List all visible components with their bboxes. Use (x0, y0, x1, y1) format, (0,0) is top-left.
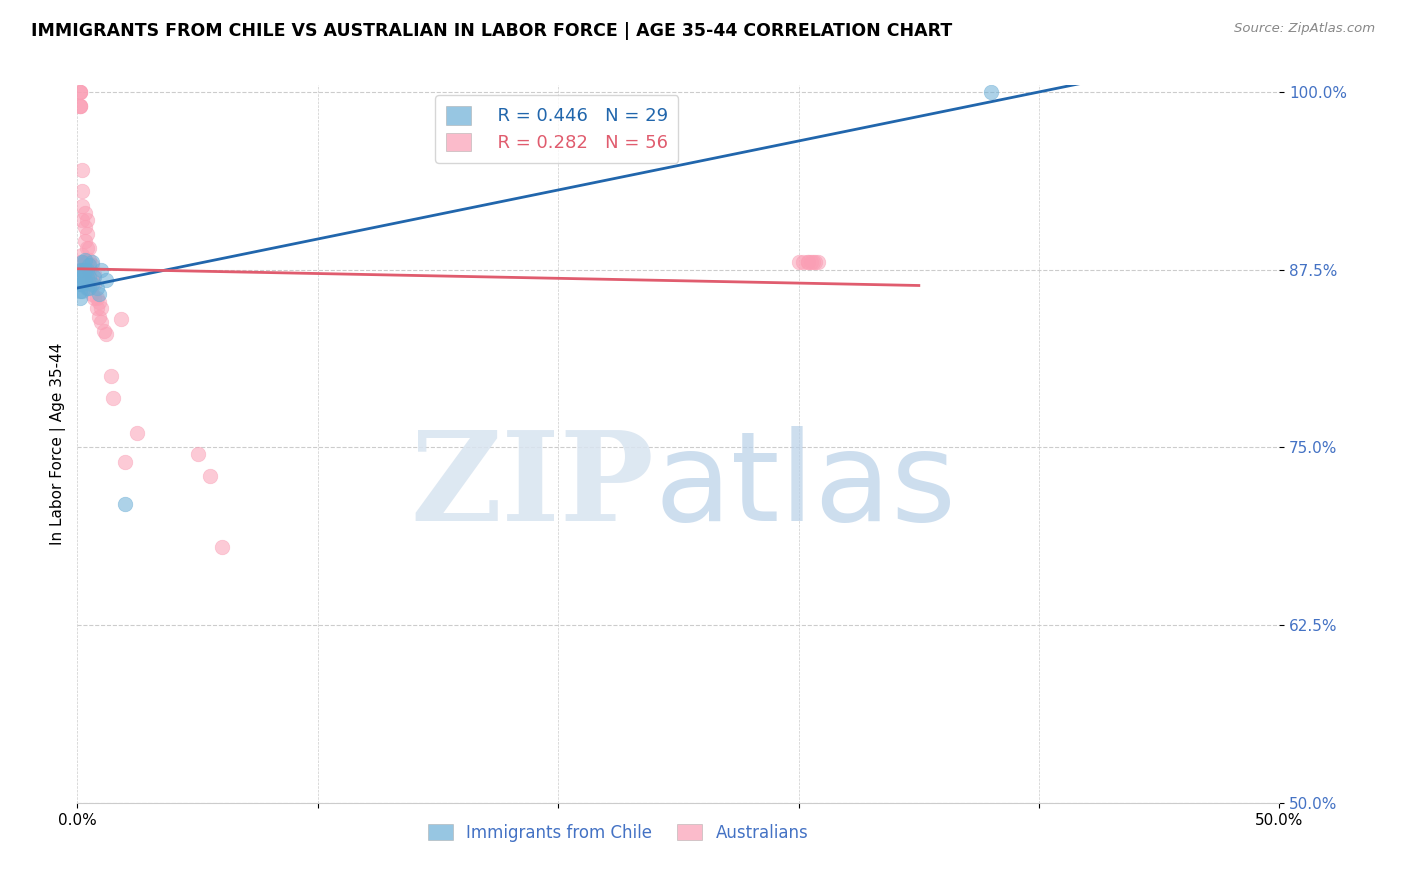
Point (186, 447, 209, 461)
Point (80, 255, 103, 269)
Point (114, 454, 136, 468)
Point (797, 255, 820, 269)
Point (787, 255, 810, 269)
Point (96, 326, 118, 341)
Point (86, 291, 108, 305)
Point (70, 163, 93, 178)
Point (87, 286, 110, 301)
Point (980, 85, 1002, 99)
Point (83, 269, 105, 284)
Point (76, 262, 98, 277)
Point (69, 262, 91, 277)
Point (198, 468, 221, 483)
Point (73, 252, 96, 267)
Point (797, 255, 820, 269)
Point (69, 85, 91, 99)
Point (69, 267, 91, 281)
Point (76, 255, 98, 269)
Point (114, 497, 136, 511)
Point (79, 252, 101, 267)
Point (80, 258, 103, 272)
Point (73, 255, 96, 269)
Legend: Immigrants from Chile, Australians: Immigrants from Chile, Australians (422, 817, 815, 848)
Point (69, 99, 91, 113)
Point (73, 272, 96, 286)
Point (76, 241, 98, 255)
Point (800, 255, 823, 269)
Y-axis label: In Labor Force | Age 35-44: In Labor Force | Age 35-44 (51, 343, 66, 545)
Point (79, 262, 101, 277)
Point (127, 426, 149, 441)
Point (70, 248, 93, 262)
Point (79, 269, 101, 284)
Text: ZIP: ZIP (411, 426, 654, 548)
Point (76, 227, 98, 241)
Point (70, 212, 93, 227)
Point (83, 291, 105, 305)
Point (100, 369, 122, 384)
Point (76, 269, 98, 284)
Point (69, 85, 91, 99)
Point (87, 310, 110, 324)
Point (96, 272, 118, 286)
Text: IMMIGRANTS FROM CHILE VS AUSTRALIAN IN LABOR FORCE | AGE 35-44 CORRELATION CHART: IMMIGRANTS FROM CHILE VS AUSTRALIAN IN L… (31, 22, 952, 40)
Point (79, 241, 101, 255)
Point (69, 284, 91, 298)
Point (90, 301, 112, 315)
Point (70, 262, 93, 277)
Point (70, 269, 93, 284)
Point (792, 255, 814, 269)
Text: Source: ZipAtlas.com: Source: ZipAtlas.com (1234, 22, 1375, 36)
Point (86, 281, 108, 295)
Point (87, 295, 110, 310)
Point (79, 272, 101, 286)
Point (110, 312, 132, 326)
Point (83, 277, 105, 291)
Point (69, 99, 91, 113)
Point (70, 198, 93, 212)
Point (70, 255, 93, 269)
Point (211, 540, 233, 554)
Point (83, 267, 105, 281)
Point (80, 272, 103, 286)
Point (69, 99, 91, 113)
Point (69, 277, 91, 291)
Point (69, 272, 91, 286)
Point (70, 284, 93, 298)
Point (76, 269, 98, 284)
Point (73, 262, 96, 277)
Point (80, 286, 103, 301)
Point (90, 315, 112, 329)
Point (801, 255, 824, 269)
Point (73, 234, 96, 248)
Point (79, 258, 101, 272)
Point (807, 255, 830, 269)
Point (80, 277, 103, 291)
Point (76, 212, 98, 227)
Point (73, 205, 96, 219)
Point (79, 281, 101, 295)
Point (103, 391, 125, 405)
Point (69, 85, 91, 99)
Point (804, 255, 827, 269)
Point (70, 185, 93, 199)
Point (76, 281, 98, 295)
Point (69, 255, 91, 269)
Text: atlas: atlas (654, 426, 956, 548)
Point (93, 324, 115, 338)
Point (90, 262, 112, 277)
Point (73, 219, 96, 234)
Point (69, 262, 91, 277)
Point (69, 291, 91, 305)
Point (86, 301, 108, 315)
Point (70, 277, 93, 291)
